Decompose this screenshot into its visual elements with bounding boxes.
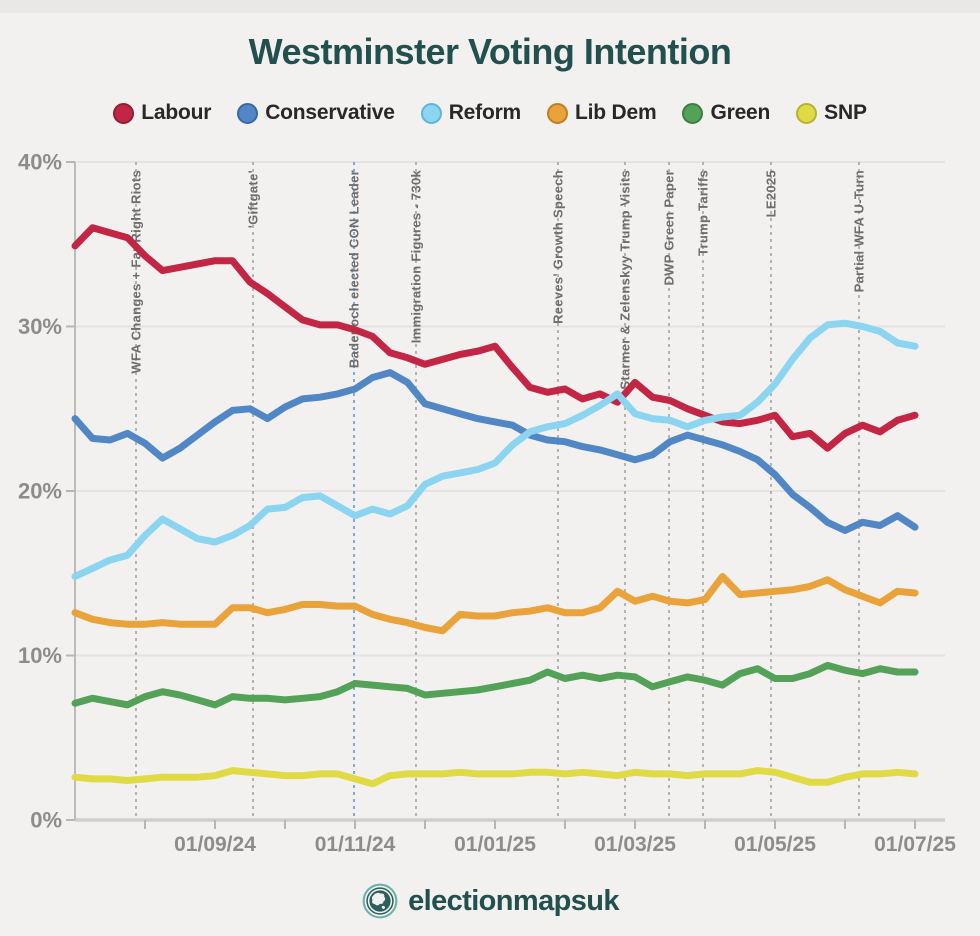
event-label-giftgate: 'Giftgate' [245, 170, 260, 228]
event-label-immigration-figures-730k: Immigration Figures - 730k [408, 170, 423, 344]
legend-label-labour: Labour [141, 101, 212, 124]
y-tick-label-10: 10% [18, 643, 62, 668]
series-line-labour [71, 224, 919, 452]
series-line-green [71, 661, 919, 709]
y-tick-label-0: 0% [30, 807, 62, 832]
legend-label-snp: SNP [824, 101, 867, 124]
series-line-conservative [71, 369, 919, 534]
legend-label-green: Green [710, 101, 771, 124]
legend: Labour Conservative Reform Lib Dem Green SNP [0, 101, 980, 125]
legend-swatch-labour [113, 102, 135, 124]
legend-swatch-lib-dem [547, 102, 569, 124]
legend-label-reform: Reform [448, 101, 522, 124]
legend-item-reform: Reform [420, 101, 522, 125]
brand-name: electionmapsuk [408, 884, 619, 917]
event-label-wfa-changes-far-right-riots: WFA Changes + Far Right Riots [128, 170, 143, 374]
legend-swatch-conservative [237, 102, 259, 124]
legend-swatch-snp [796, 102, 818, 124]
legend-item-conservative: Conservative [237, 101, 395, 125]
event-label-dwp-green-paper: DWP Green Paper [661, 170, 676, 286]
series-line-reform [71, 319, 919, 580]
event-label-partial-wfa-u-turn: Partial WFA U-Turn [851, 170, 866, 292]
legend-item-lib-dem: Lib Dem [547, 101, 657, 125]
y-tick-label-40: 40% [18, 149, 62, 174]
x-tick-label-01-09-24: 01/09/24 [174, 833, 256, 856]
chart-title: Westminster Voting Intention [248, 31, 732, 72]
x-tick-label-01-01-25: 01/01/25 [454, 833, 536, 856]
x-tick-label-01-11-24: 01/11/24 [315, 833, 396, 856]
legend-swatch-reform [420, 102, 442, 124]
globe-icon [362, 883, 398, 919]
legend-item-snp: SNP [796, 101, 867, 125]
event-label-reeves-growth-speech: Reeves' Growth Speech [550, 170, 565, 324]
x-tick-label-01-03-25: 01/03/25 [594, 833, 676, 856]
legend-label-lib-dem: Lib Dem [575, 101, 657, 124]
event-label-badenoch-elected-con-leader: Badenoch elected CON Leader [346, 170, 361, 368]
y-tick-label-30: 30% [18, 314, 62, 339]
x-tick-label-01-05-25: 01/05/25 [734, 833, 816, 856]
event-label-starmer-zelenskyy-trump-visits: Starmer & Zelenskyy Trump Visits [617, 170, 632, 390]
event-label-trump-tariffs: Trump Tariffs [695, 170, 710, 256]
legend-item-green: Green [682, 101, 770, 125]
legend-item-labour: Labour [113, 101, 211, 125]
series-line-snp [71, 767, 919, 788]
event-label-le2025: LE2025 [763, 170, 778, 217]
y-tick-label-20: 20% [18, 478, 62, 503]
legend-swatch-green [682, 102, 704, 124]
x-tick-label-01-07-25: 01/07/25 [874, 833, 956, 856]
legend-label-conservative: Conservative [265, 101, 395, 124]
brand-footer: electionmapsuk [0, 882, 980, 920]
series-line-lib-dem [71, 573, 919, 635]
top-strip [0, 0, 980, 13]
